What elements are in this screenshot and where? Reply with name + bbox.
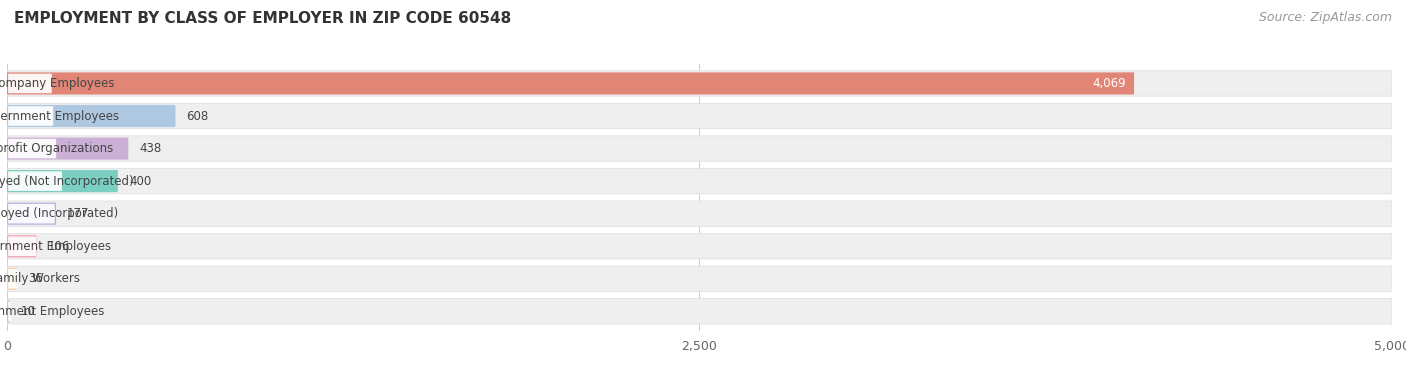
Text: Self-Employed (Not Incorporated): Self-Employed (Not Incorporated) xyxy=(0,174,134,188)
Text: 36: 36 xyxy=(28,272,44,285)
FancyBboxPatch shape xyxy=(8,269,18,288)
FancyBboxPatch shape xyxy=(7,103,1392,129)
FancyBboxPatch shape xyxy=(7,201,1392,226)
Text: 438: 438 xyxy=(139,142,162,155)
Text: 608: 608 xyxy=(187,109,208,123)
FancyBboxPatch shape xyxy=(7,73,1135,94)
FancyBboxPatch shape xyxy=(7,300,10,322)
FancyBboxPatch shape xyxy=(7,235,37,257)
Text: Local Government Employees: Local Government Employees xyxy=(0,109,118,123)
FancyBboxPatch shape xyxy=(8,204,55,223)
FancyBboxPatch shape xyxy=(8,302,11,321)
Text: 10: 10 xyxy=(21,305,35,318)
FancyBboxPatch shape xyxy=(7,268,17,290)
Text: Self-Employed (Incorporated): Self-Employed (Incorporated) xyxy=(0,207,118,220)
FancyBboxPatch shape xyxy=(7,266,1392,291)
Text: 4,069: 4,069 xyxy=(1092,77,1126,90)
FancyBboxPatch shape xyxy=(7,138,128,160)
FancyBboxPatch shape xyxy=(7,71,1392,96)
FancyBboxPatch shape xyxy=(7,136,1392,161)
FancyBboxPatch shape xyxy=(8,74,52,93)
FancyBboxPatch shape xyxy=(8,106,53,126)
FancyBboxPatch shape xyxy=(8,171,62,191)
FancyBboxPatch shape xyxy=(7,233,1392,259)
FancyBboxPatch shape xyxy=(8,139,56,158)
FancyBboxPatch shape xyxy=(7,105,176,127)
Text: 177: 177 xyxy=(67,207,90,220)
Text: Not-for-profit Organizations: Not-for-profit Organizations xyxy=(0,142,114,155)
Text: 106: 106 xyxy=(48,240,70,253)
FancyBboxPatch shape xyxy=(7,299,1392,324)
Text: Source: ZipAtlas.com: Source: ZipAtlas.com xyxy=(1258,11,1392,24)
FancyBboxPatch shape xyxy=(7,168,1392,194)
Text: EMPLOYMENT BY CLASS OF EMPLOYER IN ZIP CODE 60548: EMPLOYMENT BY CLASS OF EMPLOYER IN ZIP C… xyxy=(14,11,512,26)
Text: 400: 400 xyxy=(129,174,152,188)
Text: Federal Government Employees: Federal Government Employees xyxy=(0,305,104,318)
Text: State Government Employees: State Government Employees xyxy=(0,240,111,253)
FancyBboxPatch shape xyxy=(7,203,56,225)
Text: Private Company Employees: Private Company Employees xyxy=(0,77,115,90)
FancyBboxPatch shape xyxy=(8,237,37,256)
Text: Unpaid Family Workers: Unpaid Family Workers xyxy=(0,272,80,285)
FancyBboxPatch shape xyxy=(7,170,118,192)
